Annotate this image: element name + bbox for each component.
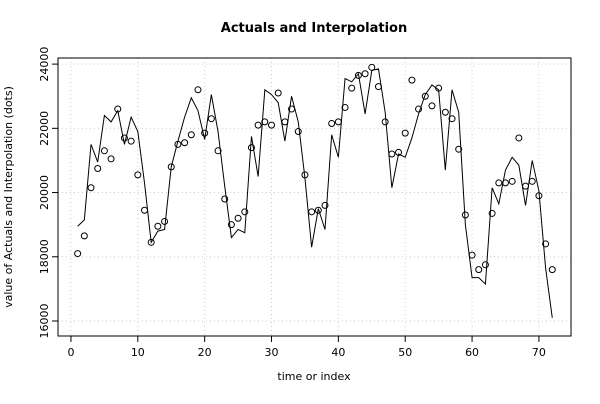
- point: [187, 131, 195, 139]
- point: [441, 108, 449, 116]
- point: [488, 209, 496, 217]
- point: [194, 86, 202, 94]
- point: [548, 266, 556, 274]
- x-tick-label: 70: [532, 346, 546, 359]
- y-tick-label: 16000: [38, 304, 51, 339]
- point: [348, 84, 356, 92]
- y-tick-label: 22000: [38, 111, 51, 146]
- x-tick-label: 40: [331, 346, 345, 359]
- point: [227, 221, 235, 229]
- point: [161, 217, 169, 225]
- point: [314, 206, 322, 214]
- y-tick-label: 20000: [38, 175, 51, 210]
- y-tick-label: 18000: [38, 239, 51, 274]
- y-tick-label: 24000: [38, 47, 51, 82]
- point: [328, 120, 336, 128]
- x-tick-label: 0: [67, 346, 74, 359]
- point: [80, 232, 88, 240]
- point: [154, 222, 162, 230]
- point: [261, 118, 269, 126]
- point: [354, 71, 362, 79]
- point: [542, 240, 550, 248]
- point: [361, 70, 369, 78]
- line: [77, 68, 553, 318]
- point: [294, 128, 302, 136]
- point: [94, 164, 102, 172]
- point: [341, 103, 349, 111]
- point: [134, 171, 142, 179]
- x-tick-label: 50: [398, 346, 412, 359]
- point: [87, 184, 95, 192]
- point: [207, 115, 215, 123]
- point: [401, 129, 409, 137]
- x-tick-label: 30: [265, 346, 279, 359]
- point: [475, 266, 483, 274]
- point: [415, 105, 423, 113]
- point: [214, 147, 222, 155]
- point: [74, 250, 82, 258]
- plot-frame: [57, 57, 572, 337]
- point: [455, 145, 463, 153]
- point: [274, 89, 282, 97]
- point: [221, 195, 229, 203]
- x-axis-label: time or index: [277, 370, 351, 383]
- x-tick-label: 20: [198, 346, 212, 359]
- point: [421, 92, 429, 100]
- point: [234, 214, 242, 222]
- point: [448, 115, 456, 123]
- y-axis-label: value of Actuals and Interpolation (dots…: [2, 86, 15, 308]
- point: [381, 118, 389, 126]
- point: [181, 139, 189, 147]
- point: [321, 201, 329, 209]
- point: [515, 134, 523, 142]
- point: [428, 102, 436, 110]
- point: [508, 177, 516, 185]
- point: [268, 121, 276, 129]
- x-tick-label: 10: [131, 346, 145, 359]
- point: [495, 179, 503, 187]
- point: [241, 208, 249, 216]
- chart-title: Actuals and Interpolation: [221, 21, 407, 36]
- point: [481, 261, 489, 269]
- point: [247, 144, 255, 152]
- point: [107, 155, 115, 163]
- point: [254, 121, 262, 129]
- point: [100, 147, 108, 155]
- point: [127, 137, 135, 145]
- x-tick-label: 60: [465, 346, 479, 359]
- point: [408, 76, 416, 84]
- point: [201, 129, 209, 137]
- point: [120, 134, 128, 142]
